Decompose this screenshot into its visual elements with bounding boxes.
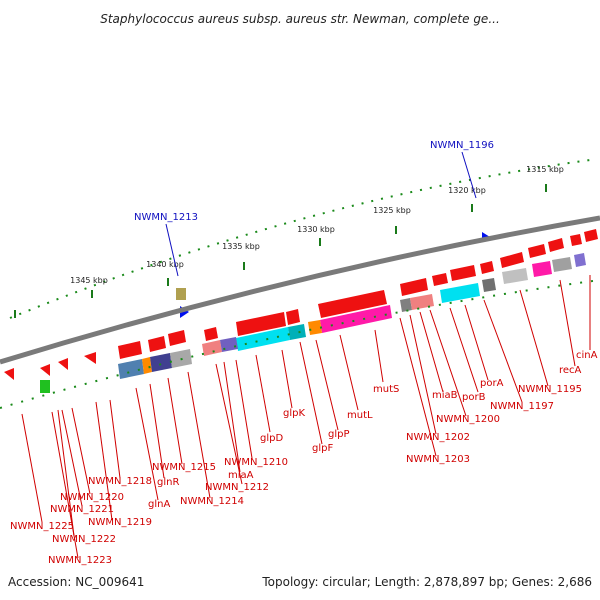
gene-label[interactable]: NWMN_1214 xyxy=(180,496,244,507)
upper-gene-row xyxy=(4,229,598,380)
gene-label[interactable]: porA xyxy=(480,378,504,389)
scale-tick-label: 1320 kbp xyxy=(448,186,486,195)
gene-label[interactable]: cinA xyxy=(576,350,598,361)
scale-tick-label: 1315 kbp xyxy=(526,165,564,174)
gene-label[interactable]: NWMN_1218 xyxy=(88,476,152,487)
scale-tick-label: 1340 kbp xyxy=(146,260,184,269)
gene-label[interactable]: glpD xyxy=(260,433,283,444)
gene-labels: cinA recA NWMN_1195 NWMN_1197 porA porB … xyxy=(10,350,598,566)
gene-label[interactable]: porB xyxy=(462,392,486,403)
scale-tick-label: 1325 kbp xyxy=(373,206,411,215)
gene-label[interactable]: glpF xyxy=(312,443,333,454)
gene-label[interactable]: glpK xyxy=(283,408,305,419)
outer-ruler-track xyxy=(9,159,591,319)
blue-gene-label[interactable]: NWMN_1213 xyxy=(134,212,198,223)
genome-backbone xyxy=(0,215,600,365)
blue-gene-label[interactable]: NWMN_1196 xyxy=(430,140,494,151)
gene-label[interactable]: NWMN_1222 xyxy=(52,534,116,545)
gene-label[interactable]: glnA xyxy=(148,499,170,510)
scale-tick-label: 1335 kbp xyxy=(222,242,260,251)
gene-label[interactable]: NWMN_1219 xyxy=(88,517,152,528)
gene-label[interactable]: mutS xyxy=(373,384,399,395)
gene-label[interactable]: NWMN_1215 xyxy=(152,462,216,473)
scale-tick-label: 1330 kbp xyxy=(297,225,335,234)
gene-label[interactable]: NWMN_1223 xyxy=(48,555,112,566)
gene-label[interactable]: NWMN_1197 xyxy=(490,401,554,412)
gene-label[interactable]: NWMN_1225 xyxy=(10,521,74,532)
gene-label[interactable]: NWMN_1221 xyxy=(50,504,114,515)
gene-label[interactable]: NWMN_1200 xyxy=(436,414,500,425)
gene-label[interactable]: miaA xyxy=(228,470,254,481)
inner-ruler-track xyxy=(0,279,600,409)
scale-tick-label: 1345 kbp xyxy=(70,276,108,285)
gene-label[interactable]: glnR xyxy=(157,477,179,488)
gene-label[interactable]: glpP xyxy=(328,429,350,440)
scale-tick-labels: 1315 kbp 1320 kbp 1325 kbp 1330 kbp 1335… xyxy=(70,165,564,285)
gene-leader-lines xyxy=(21,275,591,559)
gene-label[interactable]: NWMN_1195 xyxy=(518,384,582,395)
gene-label[interactable]: NWMN_1212 xyxy=(205,482,269,493)
gene-label[interactable]: NWMN_1202 xyxy=(406,432,470,443)
gene-label[interactable]: NWMN_1220 xyxy=(60,492,124,503)
map-title: Staphylococcus aureus subsp. aureus str.… xyxy=(100,12,500,26)
colored-gene-blocks xyxy=(40,253,586,393)
genome-summary-text: Topology: circular; Length: 2,878,897 bp… xyxy=(261,575,592,589)
gene-label[interactable]: NWMN_1210 xyxy=(224,457,288,468)
gene-label[interactable]: recA xyxy=(559,365,582,376)
gene-label[interactable]: NWMN_1203 xyxy=(406,454,470,465)
gene-label[interactable]: mutL xyxy=(347,410,373,421)
gene-label[interactable]: miaB xyxy=(432,390,458,401)
ruler-major-ticks xyxy=(14,184,547,318)
accession-text: Accession: NC_009641 xyxy=(8,575,144,589)
